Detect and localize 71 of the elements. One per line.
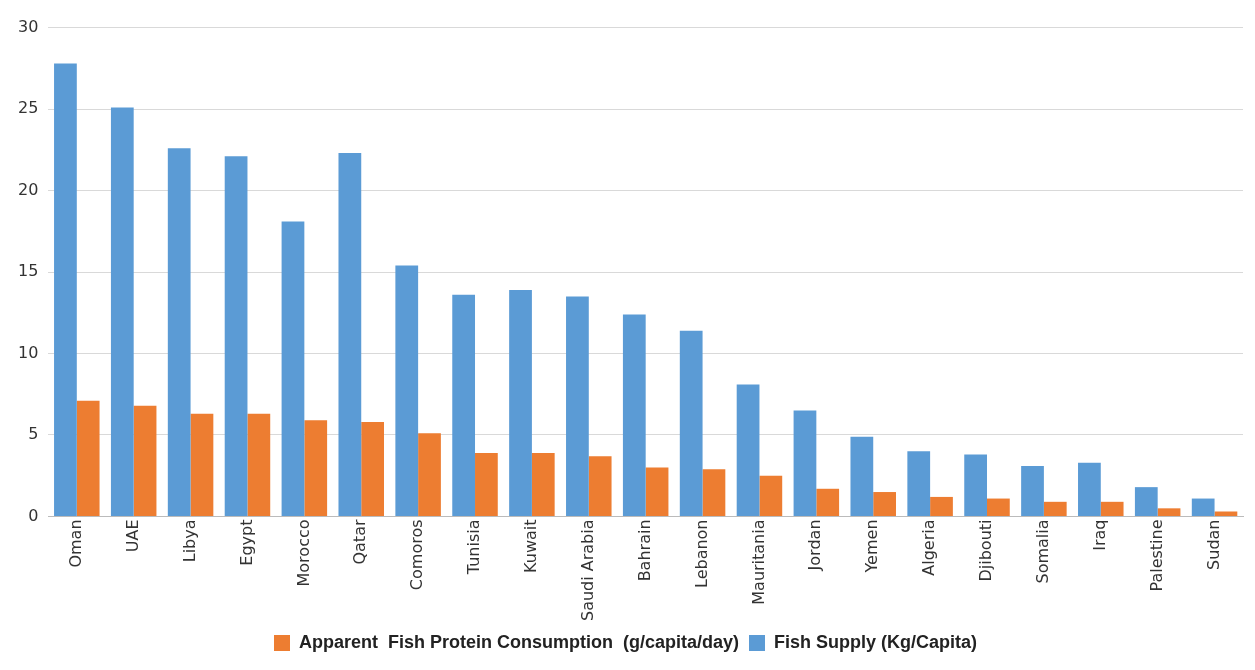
bar [167,148,191,516]
legend-label: Fish Supply (Kg/Capita) [774,631,978,652]
bar [224,156,248,516]
bar [679,330,703,516]
x-tick-label: Tunisia [464,519,484,576]
bar [76,400,100,516]
bar [190,413,214,516]
x-tick-label: Saudi Arabia [577,519,597,622]
bar [736,384,760,516]
bar [622,314,646,516]
x-tick-label: Iraq [1089,519,1109,551]
x-tick-label: Lebanon [691,519,711,588]
y-tick-label: 25 [18,98,39,118]
bar [509,289,532,516]
bar [588,456,612,516]
bar [304,420,328,516]
y-tick-label: 30 [18,16,39,36]
x-tick-label: Morocco [293,519,313,587]
x-tick-label: Algeria [919,519,939,576]
bar [1134,487,1158,516]
x-tick-label: Djibouti [976,519,996,582]
x-tick-label: Oman [65,519,85,568]
bar [907,451,931,516]
bar [987,498,1010,516]
bar [850,436,874,516]
bar [1078,462,1101,516]
y-tick-label: 20 [18,179,39,199]
y-tick-label: 15 [18,261,39,281]
x-tick-label: Bahrain [634,519,654,582]
bar [247,413,271,516]
x-tick-label: Kuwait [521,519,541,573]
bar [110,107,134,516]
x-tick-label: Qatar [350,519,370,565]
x-tick-label: Yemen [862,519,882,574]
bar [531,452,555,516]
bar [1100,501,1124,516]
bar [281,221,305,516]
bar [1021,465,1044,516]
bar [338,153,362,516]
bar [759,475,783,516]
x-tick-label: Mauritania [748,519,768,605]
bar [133,405,157,516]
bar [793,410,817,516]
x-tick-label: Egypt [236,519,256,566]
x-tick-label: Palestine [1146,519,1166,592]
bar [1191,498,1215,516]
x-tick-label: Sudan [1203,519,1223,570]
bar [361,421,384,516]
bar [395,265,419,516]
bar [452,294,476,516]
x-tick-label: Somalia [1033,519,1053,584]
bar [930,496,953,516]
x-tick-label: UAE [122,519,142,553]
bar [702,469,726,516]
bar [645,467,669,516]
x-tick-label: Libya [179,519,199,563]
legend-label: Apparent Fish Protein Consumption (g/capita/day) [298,631,740,652]
x-tick-label: Comoros [407,519,427,591]
bar [54,63,77,516]
bar [475,452,498,516]
bar [1157,508,1181,516]
bar [566,296,589,516]
x-tick-label: Jordan [805,519,825,572]
bar [873,492,896,516]
y-tick-label: 10 [18,342,39,362]
bar [964,454,988,516]
bar [816,488,840,516]
bar [1043,501,1067,516]
bar [418,433,441,516]
y-tick-label: 5 [28,424,39,444]
y-tick-label: 0 [28,505,39,525]
